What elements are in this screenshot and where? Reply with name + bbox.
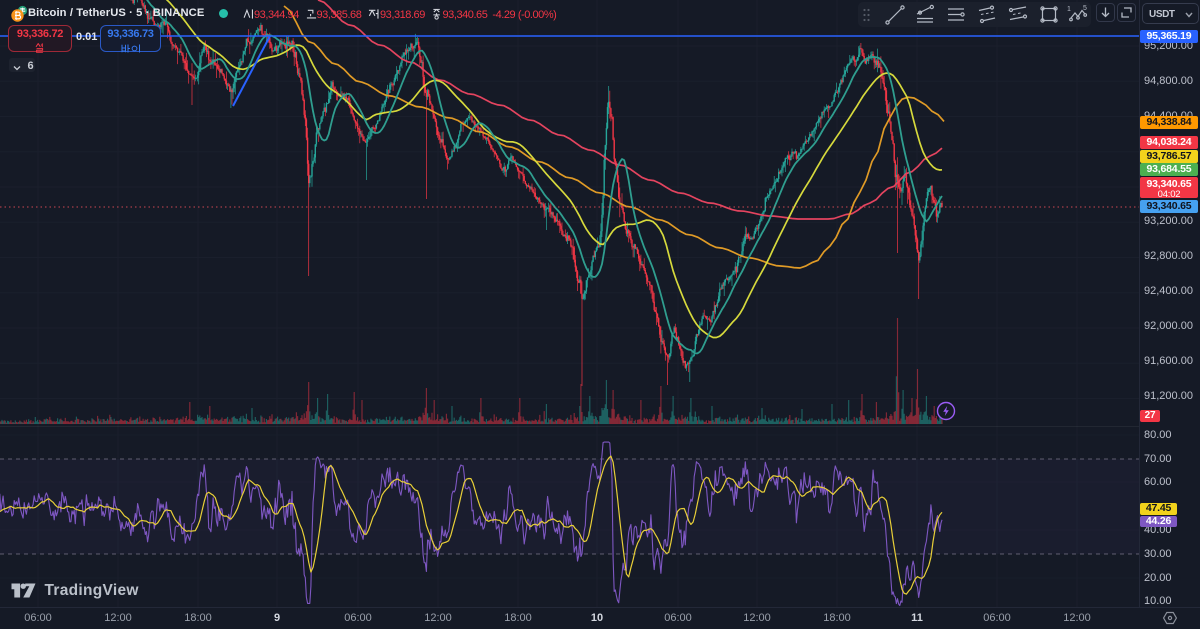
svg-text:1: 1 (1067, 6, 1071, 13)
svg-text:5: 5 (1083, 5, 1087, 12)
